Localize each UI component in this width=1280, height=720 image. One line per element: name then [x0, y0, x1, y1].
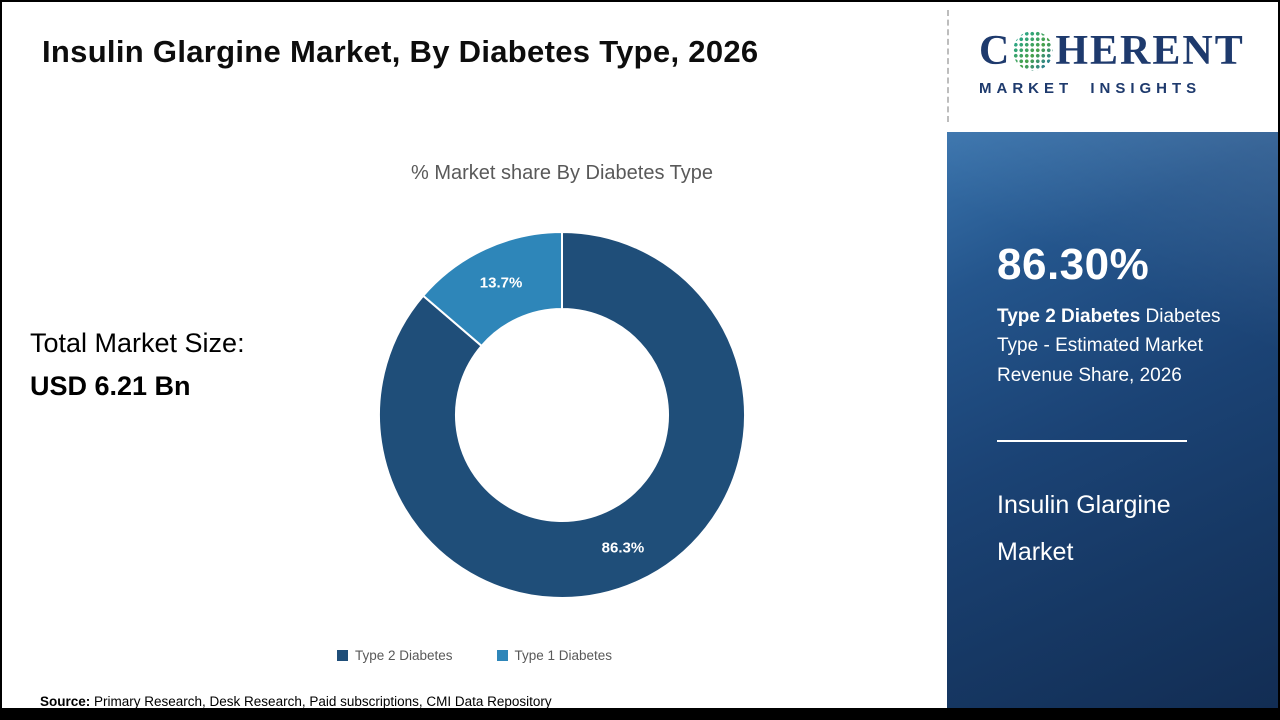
logo-wordmark: C HERENT — [979, 30, 1245, 72]
source-label: Source: — [40, 694, 91, 709]
legend-label-type-1: Type 1 Diabetes — [514, 648, 613, 663]
donut-slice-type-1-diabetes — [421, 230, 563, 348]
legend-label-type-2: Type 2 Diabetes — [354, 648, 453, 663]
chart-title: % Market share By Diabetes Type — [411, 162, 713, 184]
logo-subtitle: MARKET INSIGHTS — [979, 80, 1202, 97]
sidebar-product-title: Insulin Glargine Market — [997, 491, 1171, 566]
sidebar: C HERENT MARKET INSIGHTS 86.30% Type 2 D… — [947, 2, 1278, 718]
stat-value: 86.30% — [997, 240, 1150, 289]
page-title: Insulin Glargine Market, By Diabetes Typ… — [42, 34, 759, 69]
legend-swatch-type-2-icon — [336, 650, 348, 661]
logo-area: C HERENT MARKET INSIGHTS — [947, 2, 1278, 132]
total-market-size-value: USD 6.21 Bn — [30, 371, 191, 401]
donut-slice-type-2-diabetes — [378, 230, 746, 599]
logo-letter-c: C — [979, 28, 1012, 74]
total-market-size-block: Total Market Size: USD 6.21 Bn — [30, 328, 245, 402]
legend-swatch-type-1-icon — [496, 650, 508, 661]
coherent-logo: C HERENT MARKET INSIGHTS — [979, 30, 1245, 97]
legend-item-type-1-diabetes: Type 1 Diabetes — [496, 648, 613, 663]
sidebar-divider-line — [997, 440, 1187, 443]
bottom-black-bar — [2, 708, 1278, 718]
logo-letters-herent: HERENT — [1055, 28, 1245, 74]
source-line: Source: Primary Research, Desk Research,… — [40, 694, 552, 709]
chart-legend: Type 2 Diabetes Type 1 Diabetes — [2, 648, 947, 663]
donut-svg: 86.3% 13.7% — [378, 230, 746, 599]
donut-chart: 86.3% 13.7% — [377, 230, 747, 600]
dashed-divider — [947, 10, 949, 122]
stat-description-rest: Diabetes Type - Estimated Market Revenue… — [997, 306, 1221, 386]
stat-description-bold: Type 2 Diabetes — [997, 306, 1141, 327]
logo-globe-icon — [1013, 31, 1054, 71]
slice-label-type-1-diabetes: 13.7% — [480, 274, 523, 291]
slice-label-type-2-diabetes: 86.3% — [602, 540, 645, 557]
legend-item-type-2-diabetes: Type 2 Diabetes — [336, 648, 453, 663]
source-text: Primary Research, Desk Research, Paid su… — [90, 694, 552, 709]
sidebar-body: 86.30% Type 2 Diabetes Diabetes Type - E… — [947, 132, 1278, 718]
stat-description: Type 2 Diabetes Diabetes Type - Estimate… — [997, 302, 1249, 390]
total-market-size-label: Total Market Size: — [30, 328, 245, 358]
